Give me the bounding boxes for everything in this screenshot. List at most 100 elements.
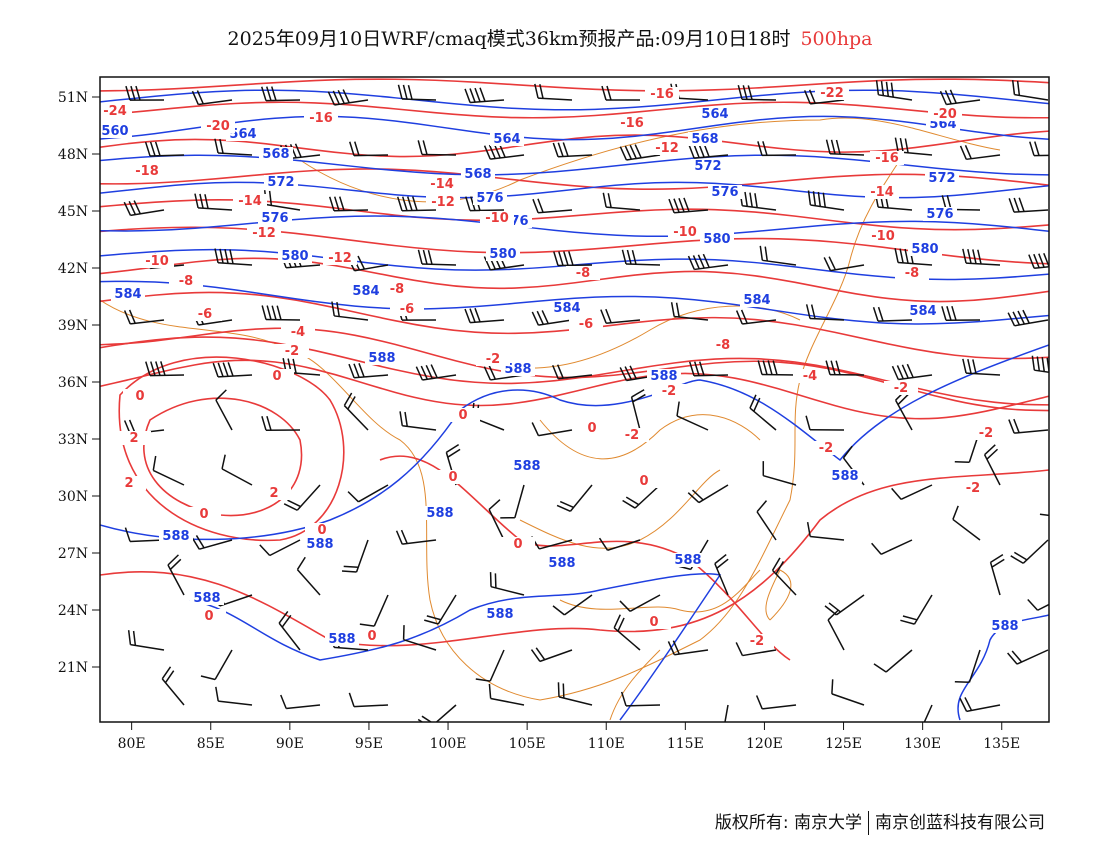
contour-label-bg [480, 211, 514, 225]
contour-label-bg [865, 185, 899, 199]
wind-barb [328, 196, 369, 212]
contour-label: -20 [933, 107, 957, 122]
wind-barb [687, 484, 729, 504]
contour-label: -4 [291, 325, 305, 340]
wind-barb [714, 553, 729, 596]
wind-barb [417, 704, 457, 722]
contour-label: -16 [875, 151, 899, 166]
lon-tick-label: 85E [197, 736, 225, 752]
height-contour [100, 215, 1049, 238]
contour-label-bg [510, 459, 544, 473]
province-border [609, 649, 661, 721]
wind-barb [739, 191, 777, 211]
contour-label: 568 [262, 147, 289, 162]
lat-tick-label: 39N [58, 318, 88, 334]
contour-label: 0 [272, 369, 281, 384]
temperature-contour [100, 327, 1049, 412]
wind-barb [759, 245, 797, 266]
contour-label-bg [192, 609, 226, 623]
wind-barb [941, 306, 981, 322]
wind-barb [894, 248, 933, 266]
contour-label-bg [304, 111, 338, 125]
wind-barb [805, 304, 845, 321]
contour-label-bg [650, 141, 684, 155]
contour-label-bg [700, 232, 734, 246]
wind-barb [871, 539, 913, 555]
wind-barb [125, 85, 165, 101]
wind-barbs [123, 80, 1081, 722]
contour-label-bg [486, 247, 520, 261]
contour-label: -8 [179, 274, 193, 289]
height-contour [100, 280, 1049, 325]
contour-label-bg [130, 164, 164, 178]
wind-barb [807, 190, 845, 211]
wind-barb [214, 138, 253, 156]
contour-label-bg [969, 426, 1003, 440]
temperature-contour [100, 168, 1049, 191]
contour-label: -2 [662, 384, 676, 399]
title-text: 2025年09月10日WRF/cmaq模式36km预报产品:09月10日18时 [227, 28, 791, 50]
contour-label: 2 [124, 476, 133, 491]
contour-label-bg [446, 408, 480, 422]
wind-barb [762, 461, 797, 486]
wind-barb [1007, 309, 1049, 327]
wind-barb [191, 90, 233, 106]
wind-barb [489, 572, 525, 596]
contour-label: -12 [655, 141, 679, 156]
wind-barb [1027, 594, 1049, 611]
contour-label-bg [706, 338, 740, 352]
contour-label-bg [169, 274, 203, 288]
wind-barb [1010, 539, 1049, 564]
province-border [765, 569, 792, 621]
contour-label-bg [380, 282, 414, 296]
contour-label: 564 [493, 132, 520, 147]
contour-label: 584 [743, 293, 770, 308]
contour-label-bg [423, 506, 457, 520]
contour-label-bg [828, 469, 862, 483]
contour-label-bg [884, 381, 918, 395]
contour-label-bg [566, 266, 600, 280]
temperature-contour [100, 78, 1049, 92]
contour-label-bg [483, 607, 517, 621]
contour-label-bg [740, 293, 774, 307]
lat-tick-label: 30N [58, 489, 88, 505]
contour-label: -8 [905, 266, 919, 281]
temperature-contour [100, 469, 1049, 647]
contour-label-bg [908, 242, 942, 256]
wind-barb [531, 310, 573, 326]
wind-barb [221, 454, 253, 486]
contour-label: 580 [281, 249, 308, 264]
wind-barb [417, 249, 457, 266]
wind-barb [872, 306, 913, 322]
height-contour [100, 154, 1049, 176]
wind-barb [1028, 252, 1049, 269]
height-contour [189, 572, 722, 721]
contour-label: 560 [101, 124, 128, 139]
wind-barb [341, 539, 369, 573]
contour-label-bg [461, 167, 495, 181]
wind-barb [1057, 665, 1081, 705]
wind-barb [621, 249, 661, 266]
lon-tick-label: 130E [904, 736, 941, 752]
contour-label-bg [264, 175, 298, 189]
contour-label: 588 [513, 459, 540, 474]
wind-barb [1008, 197, 1049, 213]
contour-label-bg [637, 615, 671, 629]
lon-tick-label: 80E [118, 736, 146, 752]
contour-label-bg [671, 553, 705, 567]
contour-label: 2 [129, 431, 138, 446]
lat-tick-label: 36N [58, 375, 88, 391]
wind-barb [687, 253, 729, 271]
wind-barb [962, 248, 1001, 266]
wind-barb [806, 522, 845, 541]
contour-label-bg [303, 537, 337, 551]
contour-label: -20 [206, 119, 230, 134]
contour-label: -4 [803, 369, 817, 384]
wind-barb [261, 305, 301, 321]
lat-tick-label: 42N [58, 261, 88, 277]
contour-label-bg [365, 351, 399, 365]
wind-barb [402, 625, 437, 651]
wind-barb [343, 392, 369, 431]
lon-tick-label: 135E [983, 736, 1020, 752]
